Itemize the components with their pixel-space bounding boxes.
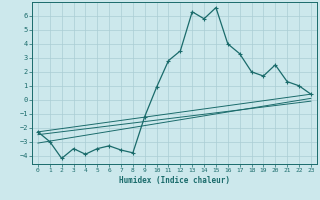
X-axis label: Humidex (Indice chaleur): Humidex (Indice chaleur) [119,176,230,185]
